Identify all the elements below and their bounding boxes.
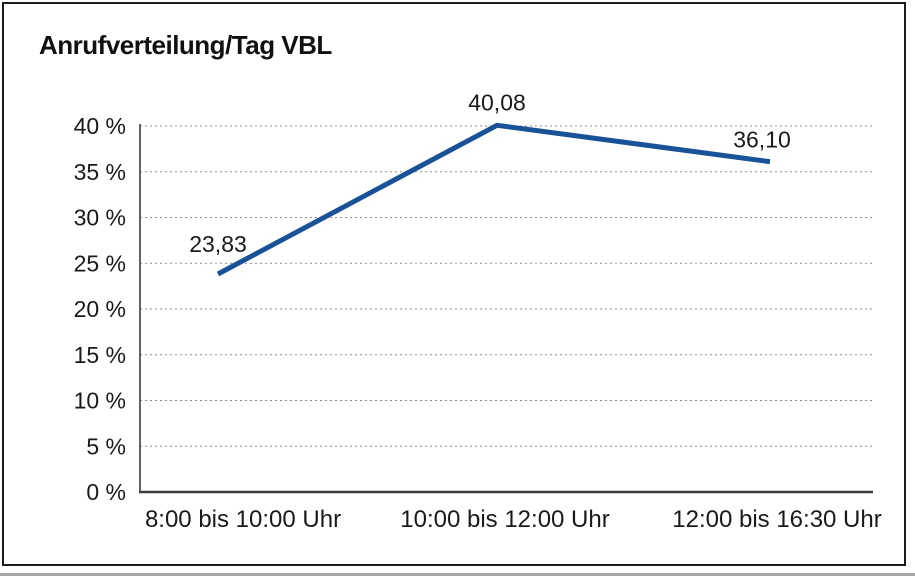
- x-axis-category-label: 12:00 bis 16:30 Uhr: [672, 506, 881, 533]
- chart-frame: [2, 2, 906, 566]
- y-axis-tick-label: 0 %: [86, 479, 126, 505]
- y-axis-tick-label: 30 %: [74, 205, 126, 231]
- chart-title: Anrufverteilung/Tag VBL: [39, 30, 332, 60]
- y-axis-tick-label: 15 %: [74, 342, 126, 368]
- y-axis-tick-label: 10 %: [74, 388, 126, 414]
- data-line: [216, 122, 771, 277]
- scan-edge-strip: [0, 573, 915, 576]
- y-axis-tick-label: 5 %: [86, 433, 126, 459]
- y-axis-tick-label: 20 %: [74, 296, 126, 322]
- data-point-label: 36,10: [733, 127, 791, 153]
- x-axis-category-label: 8:00 bis 10:00 Uhr: [145, 506, 341, 533]
- y-axis-tick-label: 35 %: [74, 159, 126, 185]
- x-axis-category-label: 10:00 bis 12:00 Uhr: [400, 506, 609, 533]
- y-axis-tick-label: 25 %: [74, 250, 126, 276]
- y-axis-tick-label: 40 %: [74, 113, 126, 139]
- data-point-label: 40,08: [468, 89, 526, 115]
- data-point-label: 23,83: [189, 231, 247, 257]
